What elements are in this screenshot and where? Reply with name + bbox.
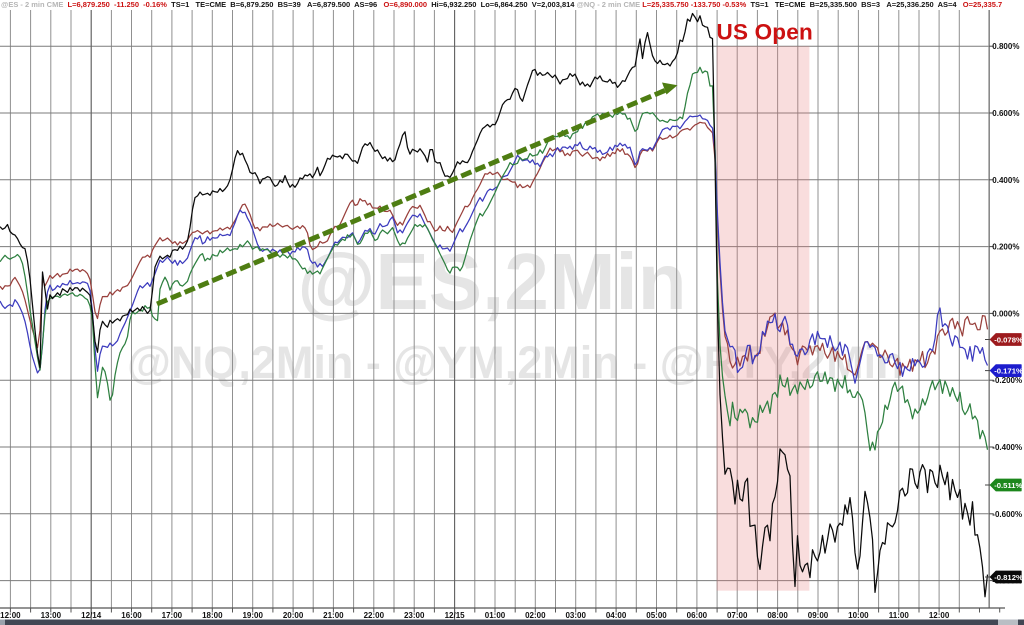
svg-text:-0.200%: -0.200%	[992, 376, 1022, 385]
svg-text:19:00: 19:00	[242, 611, 263, 620]
svg-text:05:00: 05:00	[646, 611, 667, 620]
svg-text:0.400%: 0.400%	[992, 176, 1019, 185]
svg-text:04:00: 04:00	[606, 611, 627, 620]
svg-text:22:00: 22:00	[364, 611, 385, 620]
svg-text:11:00: 11:00	[889, 611, 910, 620]
svg-text:07:00: 07:00	[727, 611, 748, 620]
svg-text:-0.400%: -0.400%	[992, 443, 1022, 452]
svg-text:13:00: 13:00	[41, 611, 62, 620]
svg-text:03:00: 03:00	[565, 611, 586, 620]
svg-text:10:00: 10:00	[848, 611, 869, 620]
svg-text:06:00: 06:00	[687, 611, 708, 620]
svg-text:-0.511%: -0.511%	[994, 481, 1022, 490]
svg-text:09:00: 09:00	[808, 611, 829, 620]
svg-text:18:00: 18:00	[202, 611, 223, 620]
svg-text:16:00: 16:00	[121, 611, 142, 620]
svg-text:0.600%: 0.600%	[992, 109, 1019, 118]
svg-text:12:00: 12:00	[0, 611, 21, 620]
svg-text:12:00: 12:00	[929, 611, 950, 620]
svg-text:02:00: 02:00	[525, 611, 546, 620]
svg-text:17:00: 17:00	[162, 611, 183, 620]
svg-text:01:00: 01:00	[485, 611, 506, 620]
svg-text:-0.600%: -0.600%	[992, 510, 1022, 519]
svg-text:0.200%: 0.200%	[992, 243, 1019, 252]
svg-text:US Open: US Open	[717, 20, 813, 45]
svg-text:-0.171%: -0.171%	[994, 367, 1023, 376]
svg-text:08:00: 08:00	[767, 611, 788, 620]
svg-text:20:00: 20:00	[283, 611, 304, 620]
svg-text:0.000%: 0.000%	[992, 309, 1019, 318]
svg-text:12/15: 12/15	[445, 611, 466, 620]
svg-text:-0.812%: -0.812%	[994, 573, 1023, 582]
svg-text:0.800%: 0.800%	[992, 42, 1019, 51]
svg-text:12/14: 12/14	[81, 611, 102, 620]
svg-text:23:00: 23:00	[404, 611, 425, 620]
svg-text:@ES,2Min: @ES,2Min	[297, 237, 686, 326]
svg-text:21:00: 21:00	[323, 611, 344, 620]
svg-text:-0.078%: -0.078%	[994, 336, 1023, 345]
